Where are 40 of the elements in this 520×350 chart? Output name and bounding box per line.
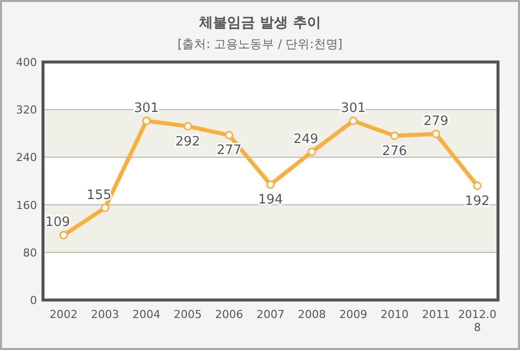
point [266, 180, 275, 189]
x-tick-label: 2007 [256, 308, 284, 321]
data-label: 109 [45, 215, 70, 230]
point [473, 182, 482, 190]
point [390, 132, 399, 140]
data-label: 292 [175, 134, 200, 150]
x-tick-label: 2006 [215, 308, 244, 321]
chart-subtitle: [출처: 고용노동부 / 단위:천명] [178, 37, 342, 51]
y-tick-label: 160 [16, 198, 37, 212]
point [348, 116, 358, 126]
data-label: 249 [293, 132, 318, 147]
x-tick-label: 2004 [132, 308, 160, 321]
data-label: 192 [464, 194, 490, 209]
x-tick-label: 2010 [380, 308, 409, 321]
data-label: 301 [134, 100, 159, 116]
point [100, 204, 110, 212]
x-tick-label: 2005 [174, 308, 202, 321]
y-tick-label: 400 [16, 56, 37, 69]
x-tick-label: 2003 [91, 308, 120, 321]
x-tick-label: 2012.08 [458, 308, 497, 334]
point [308, 148, 316, 156]
point [432, 130, 440, 138]
point [224, 130, 234, 140]
x-tick-label: 2011 [422, 308, 450, 321]
point [59, 230, 68, 240]
y-tick-label: 320 [16, 104, 37, 117]
y-tick-label: 240 [16, 151, 37, 164]
chart-title: 체불임금 발생 추이 [198, 15, 321, 31]
x-tick-label: 2008 [298, 308, 326, 321]
y-tick-label: 0 [30, 294, 37, 307]
point [142, 116, 151, 126]
data-label: 276 [382, 144, 408, 159]
x-tick-label: 2009 [339, 308, 368, 321]
data-label: 279 [424, 114, 448, 129]
data-label: 194 [258, 192, 283, 208]
data-label: 301 [340, 100, 366, 116]
data-label: 277 [216, 143, 242, 158]
point [184, 122, 192, 131]
x-tick-label: 2002 [50, 308, 78, 321]
y-tick-label: 80 [23, 246, 37, 260]
